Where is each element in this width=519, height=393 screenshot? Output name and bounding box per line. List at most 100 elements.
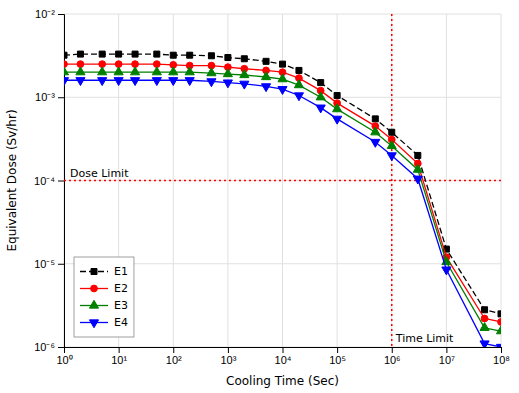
- series-marker: [223, 69, 232, 77]
- series-marker: [415, 152, 421, 158]
- x-tick: 10⁸: [493, 347, 510, 366]
- series-marker: [498, 311, 501, 317]
- series-marker: [318, 80, 324, 86]
- series-marker: [261, 84, 270, 92]
- x-tick: 10⁷: [439, 347, 455, 366]
- legend-item: E1: [80, 265, 128, 278]
- y-tick: 10⁻⁵: [34, 258, 64, 270]
- x-tick-mark: [337, 347, 338, 353]
- series-marker: [116, 51, 122, 57]
- series-marker: [132, 51, 138, 57]
- y-tick: 10⁻⁶: [34, 341, 64, 353]
- x-tick: 10⁵: [329, 347, 346, 366]
- series-marker: [278, 74, 287, 82]
- y-tick: 10⁻²: [35, 8, 64, 20]
- series-marker: [152, 67, 161, 75]
- x-tick-label: 10⁵: [329, 354, 346, 366]
- annotation: Time Limit: [395, 332, 454, 345]
- y-tick: 10⁻⁴: [34, 175, 64, 187]
- legend-label: E4: [114, 316, 128, 329]
- y-tick-mark: [58, 264, 64, 265]
- series-marker: [114, 67, 123, 75]
- series-marker: [64, 67, 69, 75]
- y-tick-label: 10⁻⁴: [34, 175, 55, 187]
- legend-label: E2: [114, 282, 128, 295]
- series-marker: [481, 315, 488, 322]
- series-marker: [261, 72, 270, 80]
- series-marker: [387, 141, 396, 149]
- grid-line-y: [64, 97, 501, 98]
- x-tick-label: 10⁴: [275, 354, 292, 366]
- x-tick: 10¹: [111, 347, 127, 366]
- y-tick-mark: [58, 181, 64, 182]
- legend-label: E1: [114, 265, 128, 278]
- legend-label: E3: [114, 299, 128, 312]
- legend-marker: [89, 300, 98, 308]
- y-axis-title: Equivalent Dose (Sv/hr): [5, 109, 19, 251]
- series-marker: [114, 78, 123, 86]
- series-marker: [98, 67, 107, 75]
- y-tick: 10⁻³: [35, 91, 64, 103]
- series-marker: [263, 58, 269, 64]
- series-marker: [333, 116, 342, 124]
- series-marker: [371, 139, 380, 147]
- grid-line-y: [64, 180, 501, 181]
- series-marker: [442, 267, 451, 275]
- grid-line-x: [391, 14, 392, 347]
- legend-item: E4: [80, 316, 128, 329]
- series-marker: [77, 51, 83, 57]
- x-tick-mark: [173, 347, 174, 353]
- x-tick-label: 10⁶: [384, 354, 401, 366]
- series-marker: [316, 92, 325, 100]
- series-line: [64, 80, 501, 347]
- plot-area: [64, 14, 501, 347]
- series-marker: [389, 129, 395, 135]
- series-marker: [169, 78, 178, 86]
- series-marker: [208, 53, 214, 59]
- x-tick: 10⁶: [384, 347, 401, 366]
- series-marker: [240, 70, 249, 78]
- y-tick-label: 10⁻³: [35, 91, 55, 103]
- series-marker: [154, 51, 160, 57]
- series-marker: [413, 176, 422, 184]
- series-marker: [480, 323, 489, 331]
- series-marker: [294, 80, 303, 88]
- x-tick: 10³: [220, 347, 236, 366]
- x-tick-mark: [501, 347, 502, 353]
- series-marker: [76, 67, 85, 75]
- series-marker: [280, 61, 286, 67]
- y-tick-label: 10⁻²: [35, 8, 55, 20]
- series-marker: [496, 326, 501, 334]
- series-marker: [278, 87, 287, 95]
- x-tick: 10⁴: [275, 347, 292, 366]
- reference-line: [64, 180, 501, 182]
- x-tick-mark: [392, 347, 393, 353]
- legend-marker: [89, 320, 98, 328]
- x-axis-line: [65, 348, 502, 354]
- series-marker: [185, 78, 194, 86]
- series-marker: [371, 127, 380, 135]
- series-marker: [334, 92, 340, 98]
- y-tick-label: 10⁻⁵: [34, 258, 55, 270]
- grid: [64, 14, 501, 347]
- x-tick-label: 10⁰: [56, 354, 72, 366]
- series-marker: [480, 341, 489, 347]
- x-tick-label: 10⁷: [439, 354, 455, 366]
- series-marker: [131, 67, 140, 75]
- series-marker: [170, 52, 176, 58]
- series: [64, 78, 501, 347]
- x-axis-title: Cooling Time (Sec): [226, 374, 339, 388]
- series-marker: [76, 78, 85, 86]
- x-tick-mark: [446, 347, 447, 353]
- chart: 10⁰10¹10²10³10⁴10⁵10⁶10⁷10⁸10⁻⁶10⁻⁵10⁻⁴1…: [0, 0, 519, 393]
- x-tick-label: 10²: [166, 354, 182, 366]
- x-tick-mark: [228, 347, 229, 353]
- series-marker: [372, 116, 378, 122]
- series-marker: [241, 56, 247, 62]
- series-marker: [207, 79, 216, 87]
- series-marker: [240, 81, 249, 89]
- series-marker: [413, 164, 422, 172]
- series-marker: [64, 78, 69, 86]
- y-axis: 10⁻⁶ 10⁻⁵ 10⁻⁴ 10⁻³ 10⁻²: [34, 8, 64, 353]
- x-tick: 10⁰: [56, 347, 72, 366]
